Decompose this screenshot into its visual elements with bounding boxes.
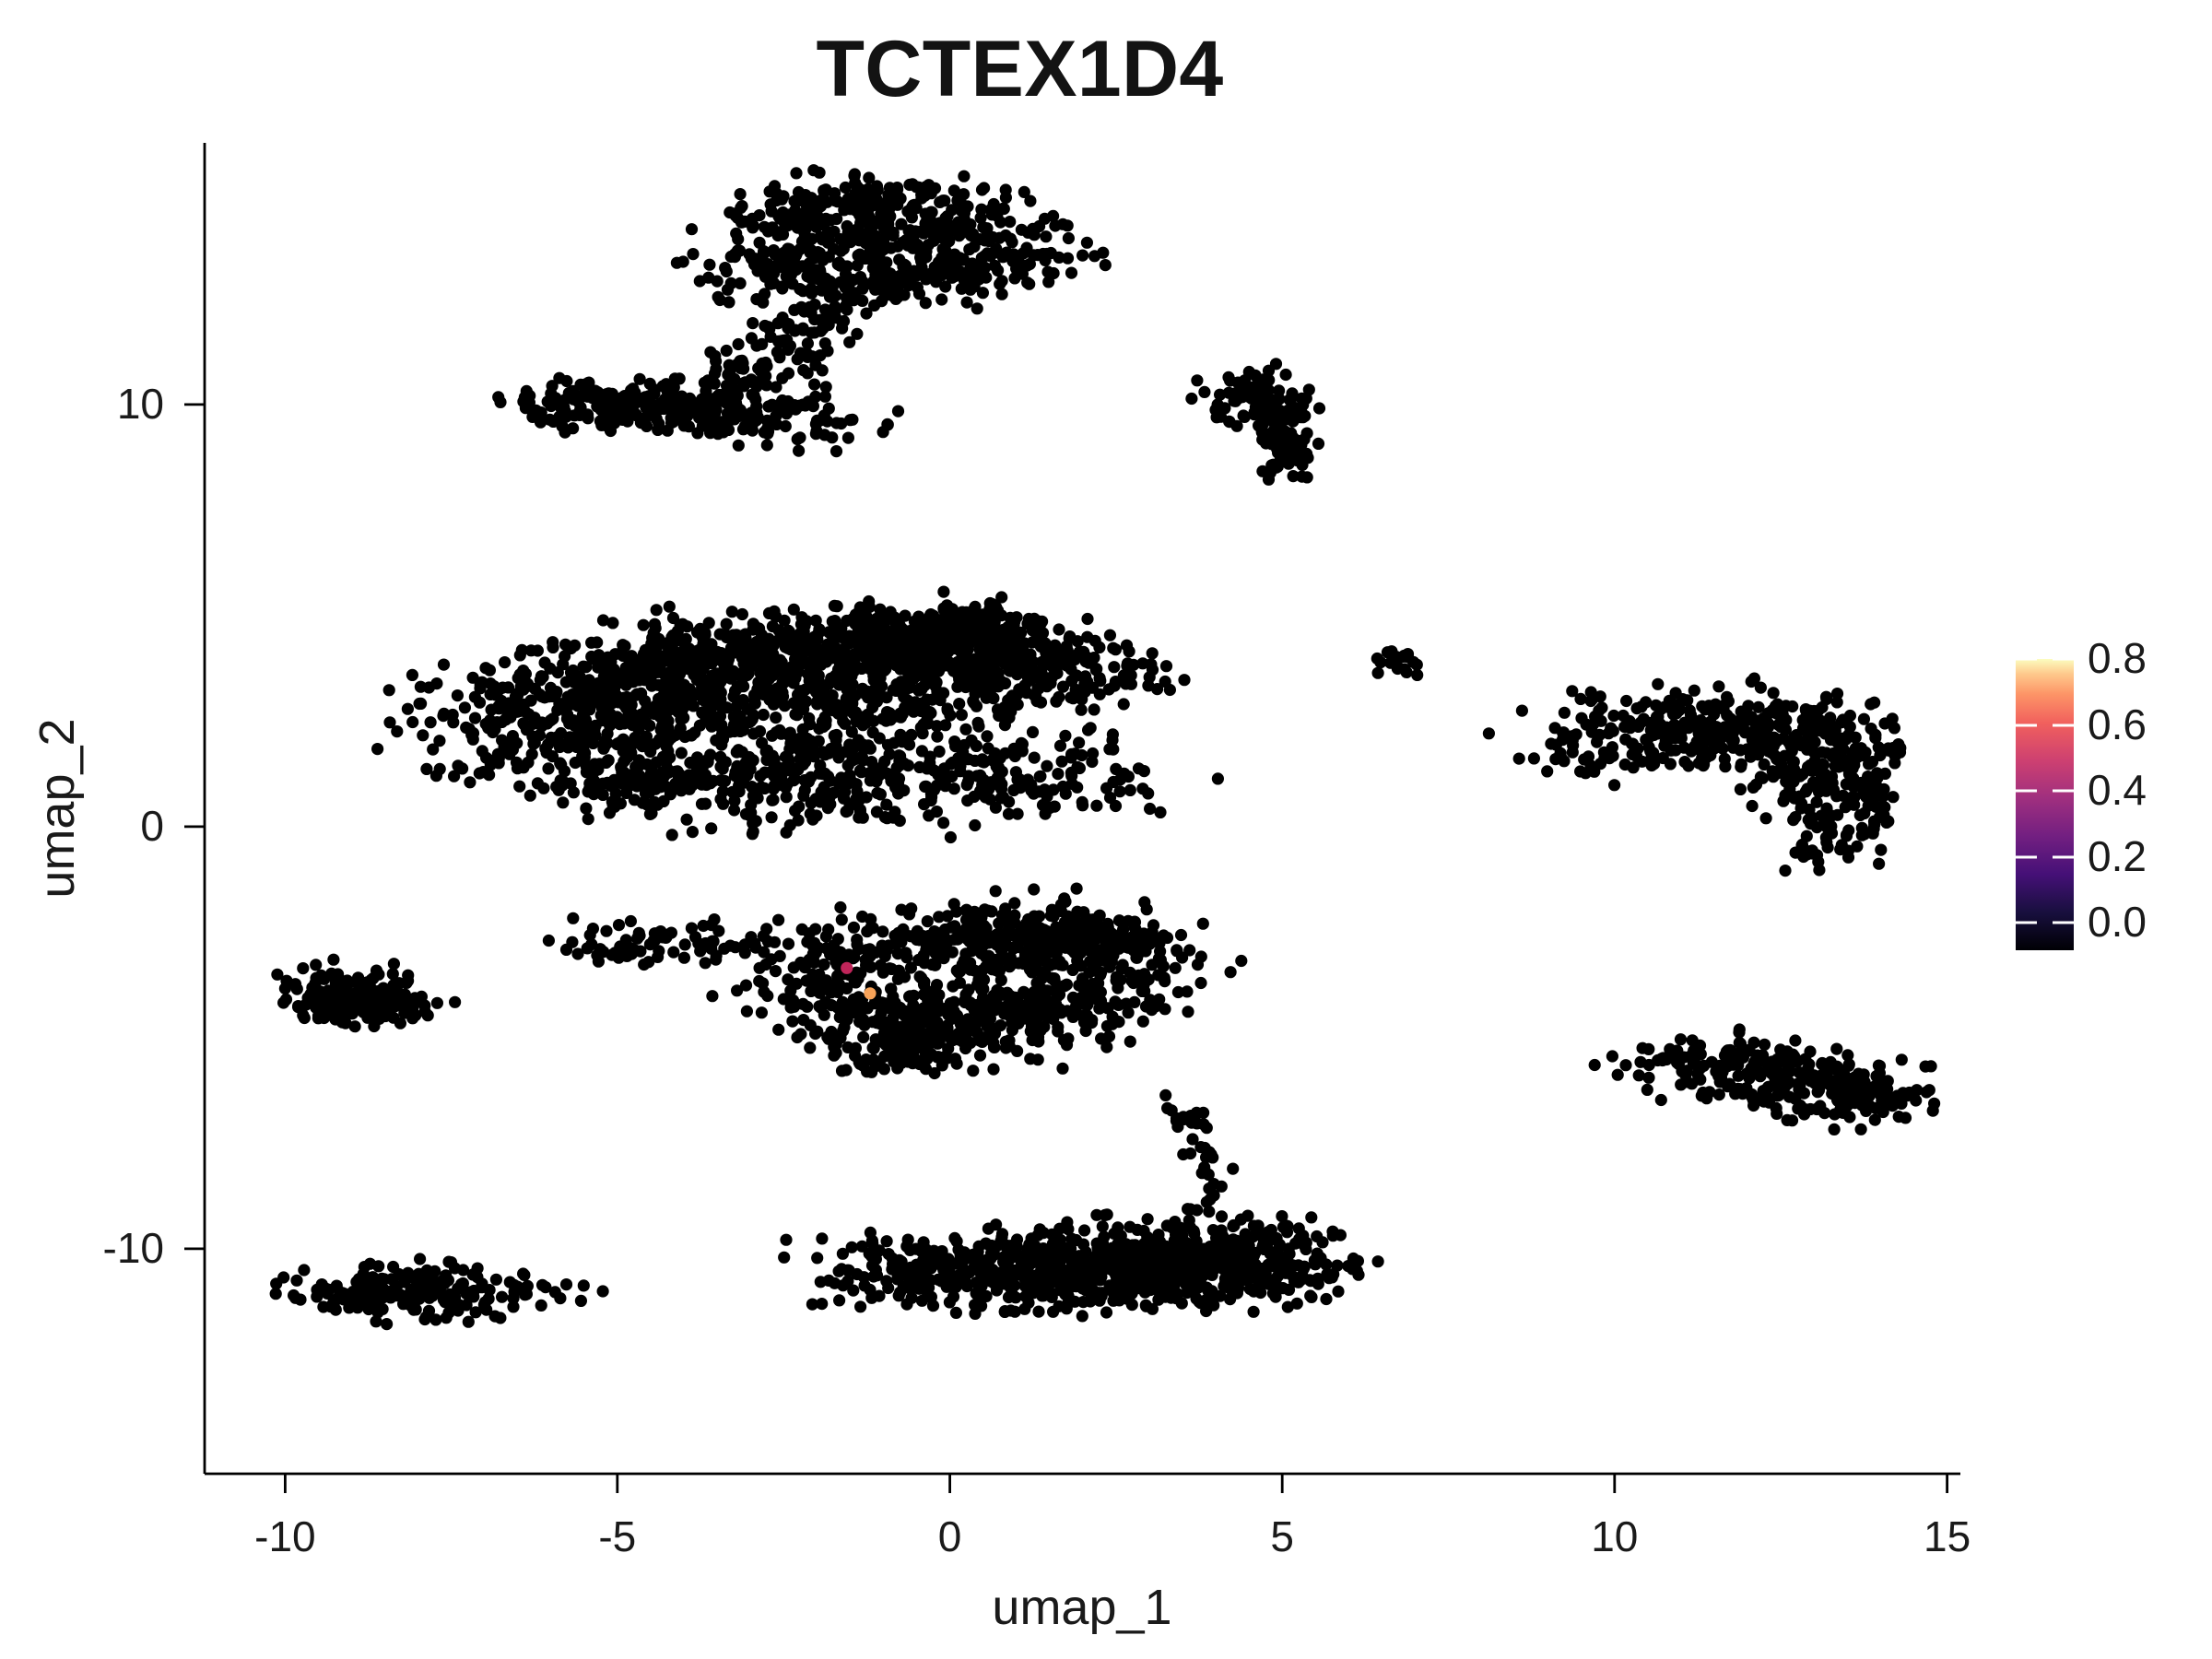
svg-text:-10: -10 <box>103 1224 164 1272</box>
svg-text:-10: -10 <box>254 1512 315 1560</box>
svg-text:15: 15 <box>1924 1512 1971 1560</box>
svg-text:0: 0 <box>938 1512 962 1560</box>
svg-text:umap_2: umap_2 <box>29 718 85 898</box>
svg-text:umap_1: umap_1 <box>992 1580 1171 1635</box>
svg-text:0: 0 <box>140 802 164 850</box>
svg-text:10: 10 <box>117 380 164 428</box>
svg-text:-5: -5 <box>598 1512 636 1560</box>
svg-text:5: 5 <box>1270 1512 1294 1560</box>
svg-text:10: 10 <box>1591 1512 1638 1560</box>
